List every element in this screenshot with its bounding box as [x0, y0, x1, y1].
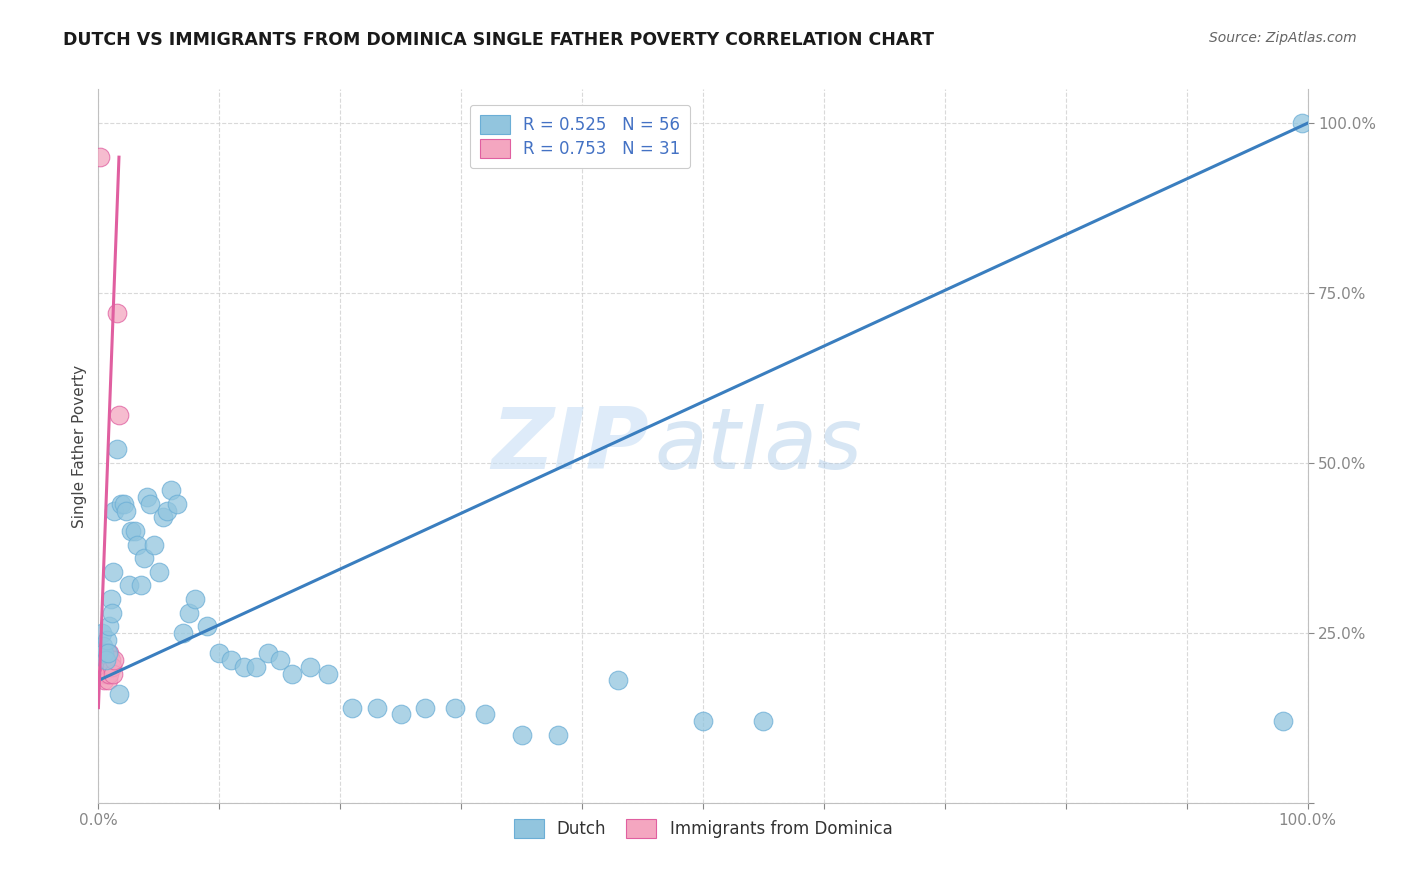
Point [135, 490, 157, 504]
Point [98, 646, 121, 660]
Point [156, 503, 179, 517]
Point [547, 728, 569, 742]
Point [91, 653, 114, 667]
Point [281, 666, 304, 681]
Point [692, 714, 714, 729]
Point [98, 619, 121, 633]
Point [195, 619, 218, 633]
Point [316, 666, 339, 681]
Point [105, 442, 128, 457]
Point [510, 728, 533, 742]
Point [389, 707, 412, 722]
Point [91, 653, 114, 667]
Point [179, 606, 201, 620]
Text: Source: ZipAtlas.com: Source: ZipAtlas.com [1209, 31, 1357, 45]
Point [90, 646, 112, 660]
Point [100, 591, 122, 606]
Point [108, 687, 131, 701]
Point [87, 653, 110, 667]
Point [90, 666, 112, 681]
Point [89, 660, 111, 674]
Point [103, 653, 125, 667]
Point [97, 653, 120, 667]
Point [172, 626, 194, 640]
Legend: Dutch, Immigrants from Dominica: Dutch, Immigrants from Dominica [503, 809, 903, 848]
Point [120, 524, 142, 538]
Point [256, 646, 278, 660]
Point [94, 660, 117, 674]
Point [166, 497, 188, 511]
Point [93, 646, 115, 660]
Point [1272, 714, 1295, 729]
Text: DUTCH VS IMMIGRANTS FROM DOMINICA SINGLE FATHER POVERTY CORRELATION CHART: DUTCH VS IMMIGRANTS FROM DOMINICA SINGLE… [63, 31, 934, 49]
Point [91, 660, 114, 674]
Point [221, 653, 243, 667]
Point [108, 409, 131, 423]
Point [103, 503, 125, 517]
Point [143, 537, 166, 551]
Point [91, 666, 114, 681]
Point [96, 646, 118, 660]
Point [100, 660, 122, 674]
Point [91, 646, 114, 660]
Point [474, 707, 496, 722]
Point [91, 640, 114, 654]
Point [245, 660, 267, 674]
Text: ZIP: ZIP [491, 404, 648, 488]
Point [124, 524, 146, 538]
Point [105, 306, 128, 320]
Point [160, 483, 183, 498]
Point [101, 565, 124, 579]
Point [97, 646, 120, 660]
Point [129, 578, 152, 592]
Point [269, 653, 291, 667]
Point [89, 150, 111, 164]
Point [134, 551, 156, 566]
Point [96, 632, 118, 647]
Point [93, 646, 115, 660]
Y-axis label: Single Father Poverty: Single Father Poverty [72, 365, 87, 527]
Point [607, 673, 630, 688]
Point [100, 653, 122, 667]
Point [90, 653, 112, 667]
Point [91, 626, 114, 640]
Point [115, 503, 138, 517]
Point [184, 591, 207, 606]
Text: atlas: atlas [655, 404, 863, 488]
Point [93, 673, 115, 688]
Point [94, 646, 117, 660]
Point [1291, 116, 1313, 130]
Point [94, 653, 117, 667]
Point [127, 537, 149, 551]
Point [232, 660, 254, 674]
Point [148, 565, 170, 579]
Point [299, 660, 322, 674]
Point [208, 646, 231, 660]
Point [89, 646, 111, 660]
Point [118, 578, 141, 592]
Point [97, 673, 120, 688]
Point [366, 700, 388, 714]
Point [444, 700, 467, 714]
Point [91, 646, 114, 660]
Point [93, 660, 115, 674]
Point [342, 700, 364, 714]
Point [413, 700, 436, 714]
Point [112, 497, 135, 511]
Point [110, 497, 132, 511]
Point [752, 714, 775, 729]
Point [101, 666, 124, 681]
Point [152, 510, 174, 524]
Point [96, 666, 118, 681]
Point [139, 497, 162, 511]
Point [100, 606, 122, 620]
Point [98, 666, 121, 681]
Point [94, 653, 117, 667]
